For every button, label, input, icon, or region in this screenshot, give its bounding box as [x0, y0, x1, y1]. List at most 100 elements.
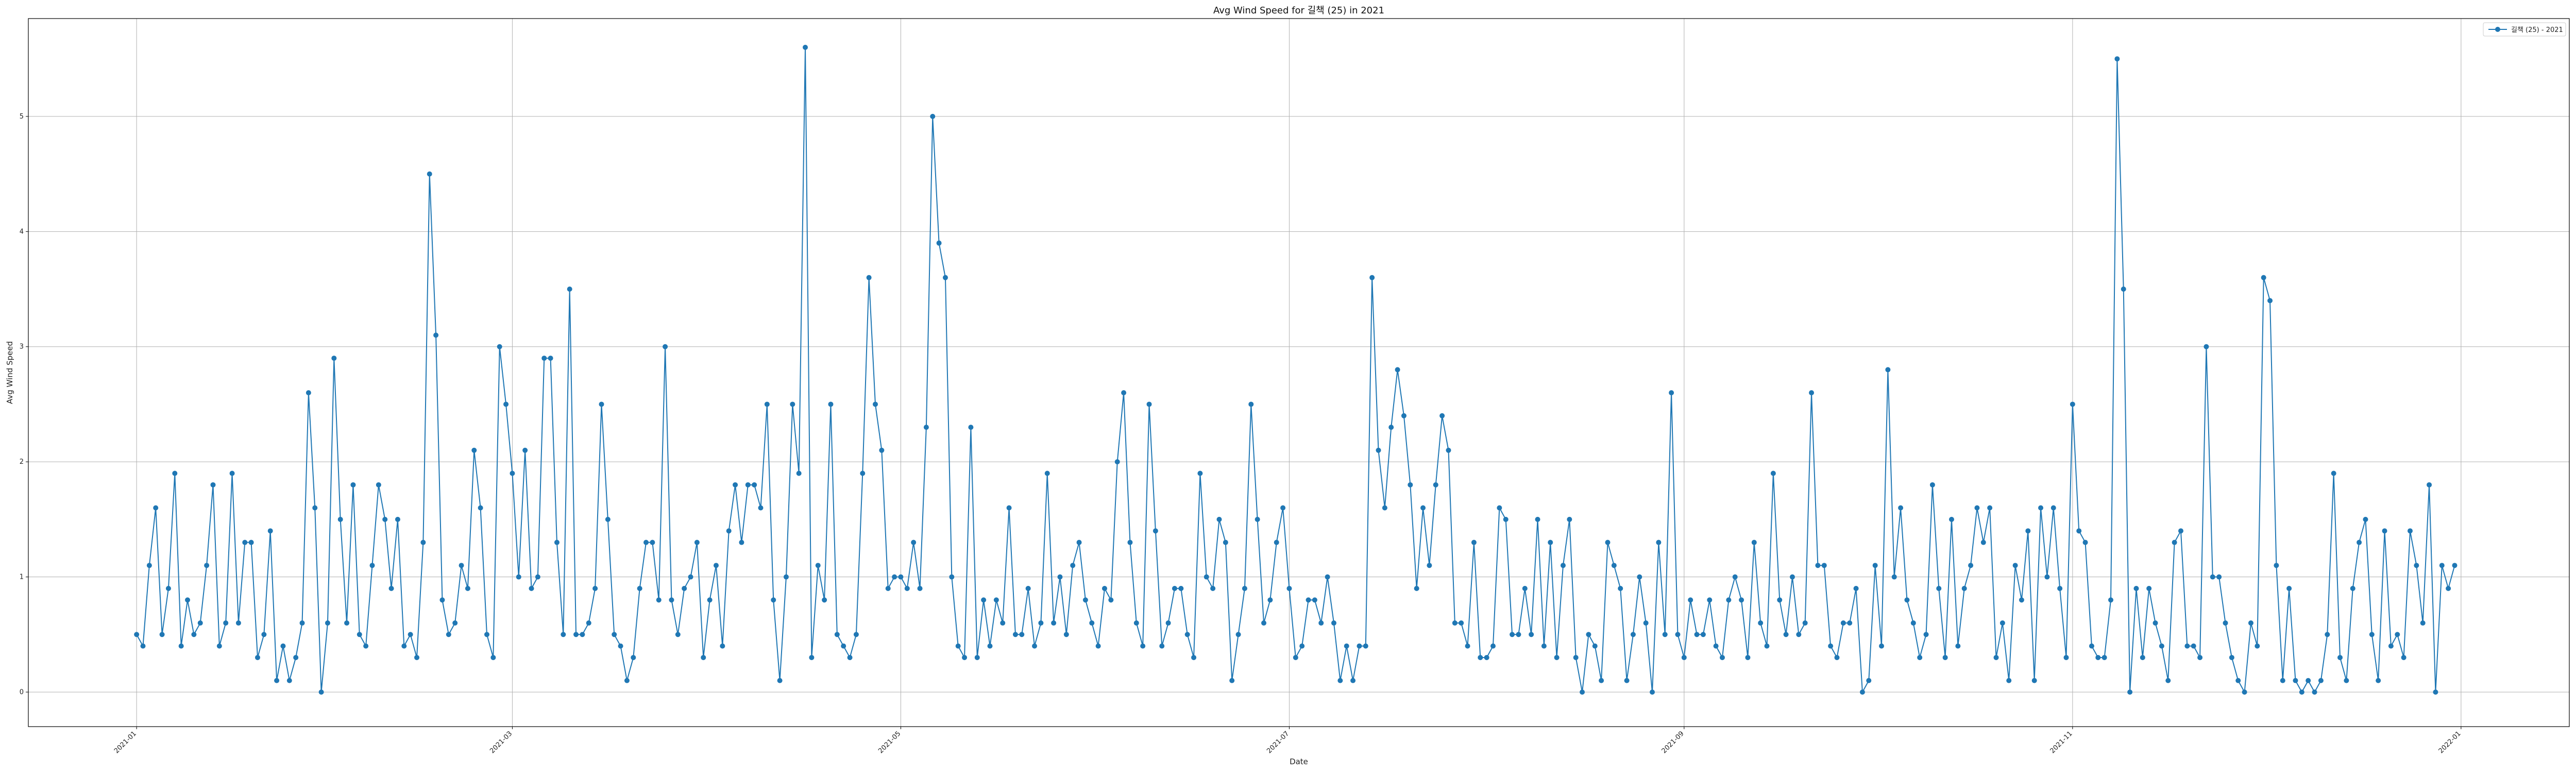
data-point [968, 425, 974, 430]
data-point [949, 574, 955, 580]
data-point [1929, 482, 1935, 488]
data-point [2184, 643, 2190, 649]
data-point [1611, 563, 1617, 568]
data-point [1948, 516, 1954, 522]
data-point [2114, 56, 2120, 62]
data-point [1713, 643, 1719, 649]
data-point [2019, 597, 2024, 603]
data-point [1395, 367, 1400, 373]
data-point [777, 678, 783, 683]
data-point [707, 597, 713, 603]
data-point [1751, 540, 1757, 545]
data-point [2446, 585, 2451, 591]
data-point [2229, 654, 2234, 660]
data-point [822, 597, 827, 603]
data-point [1987, 505, 1993, 511]
data-point [357, 632, 362, 637]
data-point [1783, 632, 1789, 637]
data-point [733, 482, 738, 488]
data-point [1936, 585, 1942, 591]
data-point [2153, 620, 2158, 626]
data-point [134, 632, 140, 637]
data-point [1726, 597, 1732, 603]
data-point [1248, 401, 1254, 407]
data-point [1184, 632, 1190, 637]
data-point [955, 643, 961, 649]
y-axis-ticks: 0 1 2 3 4 5 [20, 113, 28, 696]
data-point [720, 643, 725, 649]
data-point [1758, 620, 1764, 626]
data-point [2344, 678, 2349, 683]
data-point [1439, 413, 1445, 418]
data-point [306, 390, 311, 396]
data-point [165, 585, 171, 591]
data-point [1942, 654, 1948, 660]
data-point [1484, 654, 1489, 660]
data-point [337, 516, 343, 522]
data-point [1586, 632, 1591, 637]
data-point [2140, 654, 2145, 660]
data-point [1885, 367, 1891, 373]
data-point [694, 540, 700, 545]
data-point [2108, 597, 2114, 603]
data-point [561, 632, 566, 637]
data-point [1898, 505, 1904, 511]
data-point [2159, 643, 2164, 649]
data-point [2439, 563, 2445, 568]
data-point [2433, 689, 2438, 695]
data-point [1337, 678, 1343, 683]
data-point [1662, 632, 1668, 637]
data-point [2452, 563, 2458, 568]
data-point [1541, 643, 1547, 649]
data-point [172, 470, 178, 476]
data-point [688, 574, 693, 580]
data-point [1853, 585, 1859, 591]
data-point [892, 574, 897, 580]
data-point [1363, 643, 1368, 649]
data-point [1720, 654, 1725, 660]
data-point [159, 632, 165, 637]
data-point [420, 540, 426, 545]
data-point [1159, 643, 1165, 649]
data-point [503, 401, 509, 407]
data-point [363, 643, 369, 649]
data-point [637, 585, 642, 591]
data-point [1872, 563, 1878, 568]
data-point [828, 401, 834, 407]
data-point [1980, 540, 1986, 545]
data-point [369, 563, 375, 568]
data-point [1809, 390, 1815, 396]
data-point [631, 654, 636, 660]
data-point [2350, 585, 2355, 591]
data-point [1859, 689, 1865, 695]
data-point [1204, 574, 1209, 580]
data-point [1255, 516, 1260, 522]
data-point [1299, 643, 1305, 649]
data-point [1999, 620, 2005, 626]
data-point [752, 482, 757, 488]
data-point [535, 574, 540, 580]
data-point [764, 401, 770, 407]
data-point [261, 632, 267, 637]
legend-label: 길책 (25) - 2021 [2511, 26, 2563, 34]
data-point [866, 275, 872, 280]
data-point [1267, 597, 1273, 603]
data-point [229, 470, 235, 476]
data-point [1567, 516, 1572, 522]
data-point [529, 585, 534, 591]
data-point [1229, 678, 1235, 683]
data-point [2102, 654, 2107, 660]
data-point [1165, 620, 1171, 626]
data-point [223, 620, 229, 626]
data-point [1051, 620, 1057, 626]
data-point [2235, 678, 2241, 683]
data-point [599, 401, 604, 407]
legend-marker-swatch [2495, 27, 2500, 32]
data-point [841, 643, 846, 649]
data-point [993, 597, 999, 603]
data-point [1076, 540, 1082, 545]
data-point [2223, 620, 2228, 626]
data-point [853, 632, 859, 637]
data-point [2369, 632, 2375, 637]
data-point [650, 540, 655, 545]
